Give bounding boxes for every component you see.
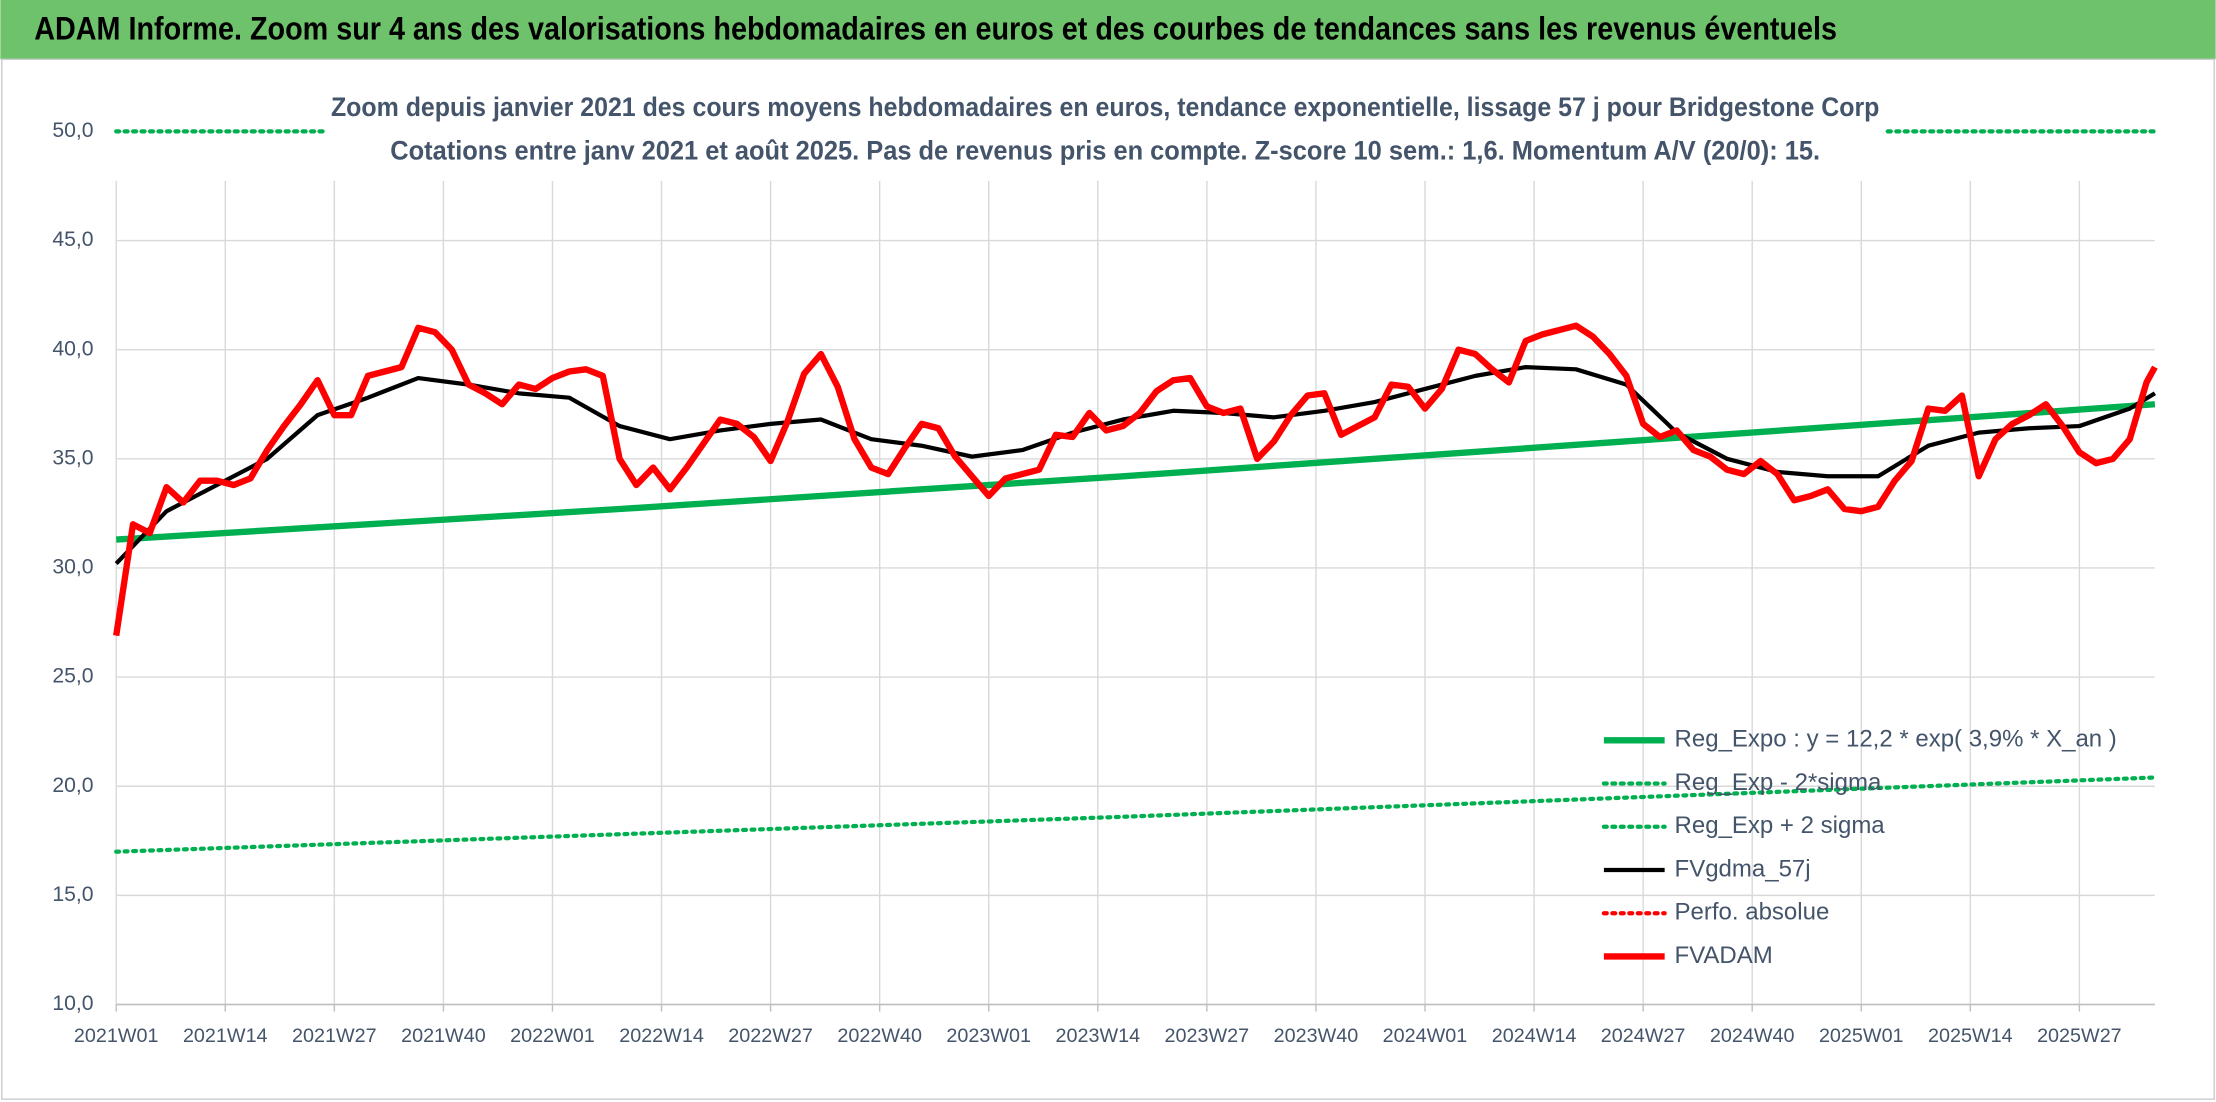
legend-label: Perfo. absolue — [1675, 899, 1830, 926]
legend-label: Reg_Exp - 2*sigma — [1675, 769, 1882, 796]
x-tick-label: 2023W27 — [1165, 1025, 1250, 1047]
x-tick-label: 2024W14 — [1492, 1025, 1577, 1047]
x-tick-label: 2022W40 — [837, 1025, 922, 1047]
x-tick-label: 2023W01 — [946, 1025, 1031, 1047]
y-tick-label: 45,0 — [52, 228, 93, 251]
y-tick-label: 30,0 — [52, 556, 93, 579]
legend-label: Reg_Expo : y = 12,2 * exp( 3,9% * X_an ) — [1675, 726, 2117, 753]
chart-frame — [1, 58, 2215, 1100]
x-tick-label: 2025W27 — [2037, 1025, 2122, 1047]
x-tick-label: 2025W14 — [1928, 1025, 2013, 1047]
y-tick-label: 10,0 — [52, 992, 93, 1015]
x-tick-label: 2022W27 — [728, 1025, 813, 1047]
y-tick-label: 15,0 — [52, 883, 93, 906]
x-tick-label: 2022W14 — [619, 1025, 704, 1047]
series-line — [116, 401, 2156, 543]
x-tick-label: 2022W01 — [510, 1025, 595, 1047]
x-tick-label: 2021W01 — [74, 1025, 159, 1047]
x-tick-label: 2023W14 — [1055, 1025, 1140, 1047]
y-tick-label: 40,0 — [52, 337, 93, 360]
header-title: ADAM Informe. Zoom sur 4 ans des valoris… — [34, 11, 1837, 47]
legend-label: FVgdma_57j — [1675, 855, 1811, 882]
subtitle: Zoom depuis janvier 2021 des cours moyen… — [331, 92, 1879, 122]
x-tick-label: 2021W14 — [183, 1025, 268, 1047]
y-tick-label: 50,0 — [52, 119, 93, 142]
subtitle: Cotations entre janv 2021 et août 2025. … — [390, 136, 1820, 166]
x-tick-label: 2024W40 — [1710, 1025, 1795, 1047]
header-banner — [0, 0, 2216, 60]
y-tick-label: 35,0 — [52, 446, 93, 469]
x-tick-label: 2025W01 — [1819, 1025, 1904, 1047]
subtitle-box — [325, 84, 1886, 176]
legend-label: FVADAM — [1675, 942, 1773, 969]
x-tick-label: 2023W40 — [1274, 1025, 1359, 1047]
x-tick-label: 2021W27 — [292, 1025, 377, 1047]
y-tick-label: 20,0 — [52, 774, 93, 797]
legend-label: Reg_Exp + 2 sigma — [1675, 812, 1886, 839]
series-line — [113, 322, 2158, 637]
y-tick-label: 25,0 — [52, 665, 93, 688]
series-line — [114, 775, 2158, 854]
series-line — [114, 365, 2157, 566]
x-tick-label: 2021W40 — [401, 1025, 486, 1047]
x-tick-label: 2024W01 — [1383, 1025, 1468, 1047]
x-tick-label: 2024W27 — [1601, 1025, 1686, 1047]
legend: Reg_Expo : y = 12,2 * exp( 3,9% * X_an )… — [1601, 726, 2117, 969]
